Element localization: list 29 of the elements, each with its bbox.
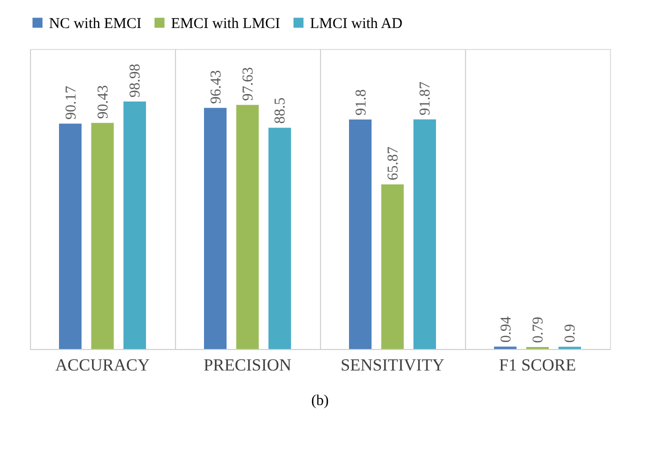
legend-label: NC with EMCI xyxy=(49,16,142,32)
bar xyxy=(236,104,259,349)
x-tick-label: SENSITIVITY xyxy=(340,356,444,374)
x-tick-label: F1 SCORE xyxy=(499,356,576,374)
data-label: 90.17 xyxy=(63,85,80,120)
legend-label: EMCI with LMCI xyxy=(171,16,280,32)
data-label: 65.87 xyxy=(386,146,402,180)
data-label: 98.98 xyxy=(128,64,144,98)
bar xyxy=(204,108,227,349)
data-label: 90.43 xyxy=(96,85,112,119)
data-label: 0.94 xyxy=(498,316,514,343)
data-label: 0.79 xyxy=(530,316,546,344)
x-tick-label: ACCURACY xyxy=(55,356,150,374)
data-label: 88.5 xyxy=(272,98,289,124)
text: (b) xyxy=(311,393,329,409)
bar xyxy=(268,128,291,349)
data-label: 96.43 xyxy=(208,70,224,104)
bar xyxy=(381,184,404,349)
data-label: 91.87 xyxy=(418,81,434,116)
legend-label: LMCI with AD xyxy=(310,16,403,32)
data-label: 0.9 xyxy=(562,324,579,343)
bar xyxy=(59,124,82,349)
bar xyxy=(349,120,372,349)
bar xyxy=(123,102,146,349)
x-tick-label: PRECISION xyxy=(204,356,292,374)
bar xyxy=(91,122,114,349)
bar xyxy=(413,119,436,349)
data-label: 97.63 xyxy=(240,67,256,101)
data-label: 91.8 xyxy=(353,89,370,116)
